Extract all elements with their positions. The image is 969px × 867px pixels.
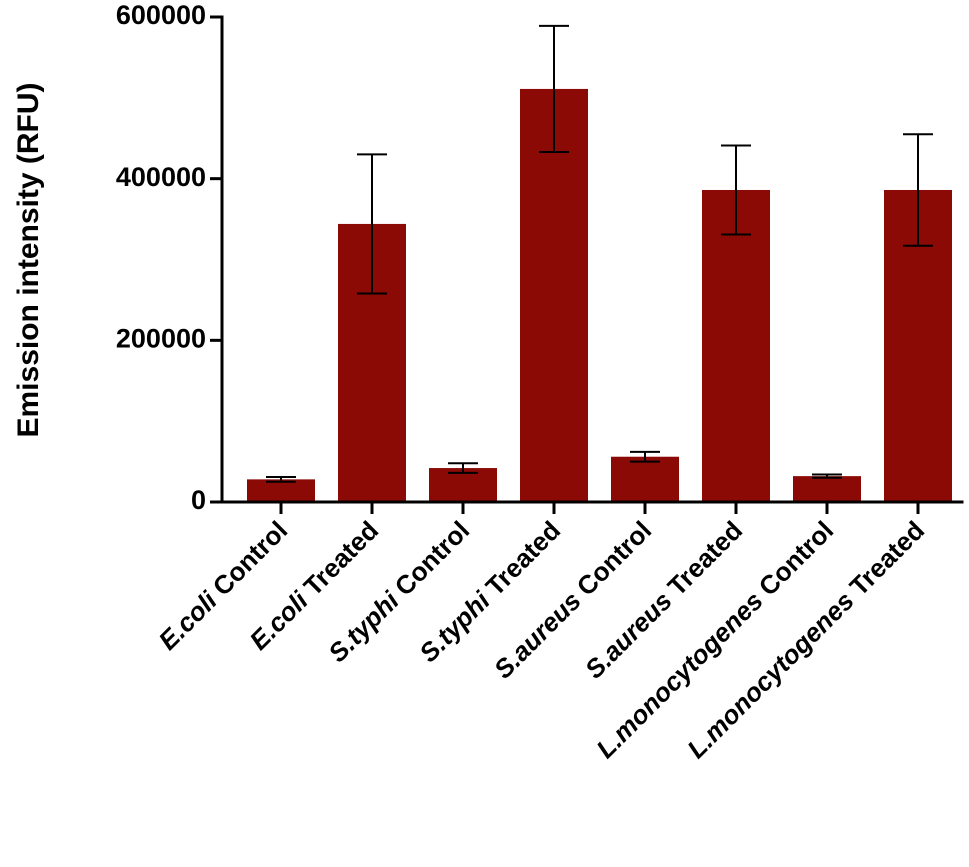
bar [702, 189, 770, 502]
y-axis-label: Emission intensity (RFU) [12, 82, 45, 437]
error-bar [903, 133, 933, 247]
x-tick-label: S.aureus Treated [579, 515, 748, 684]
error-bar [630, 450, 660, 463]
error-bar [539, 24, 569, 153]
error-bar [812, 473, 842, 479]
x-tick-label: S.aureus Control [488, 515, 657, 684]
error-bar [721, 144, 751, 236]
y-tick-label: 400000 [116, 162, 206, 192]
bar [247, 479, 315, 502]
bar [611, 456, 679, 502]
y-tick-label: 600000 [116, 0, 206, 30]
y-tick-label: 0 [191, 485, 206, 515]
bar [793, 476, 861, 502]
y-tick-label: 200000 [116, 323, 206, 353]
error-bar [448, 462, 478, 474]
bar [520, 88, 588, 503]
error-bar [266, 475, 296, 483]
error-bar [357, 153, 387, 295]
